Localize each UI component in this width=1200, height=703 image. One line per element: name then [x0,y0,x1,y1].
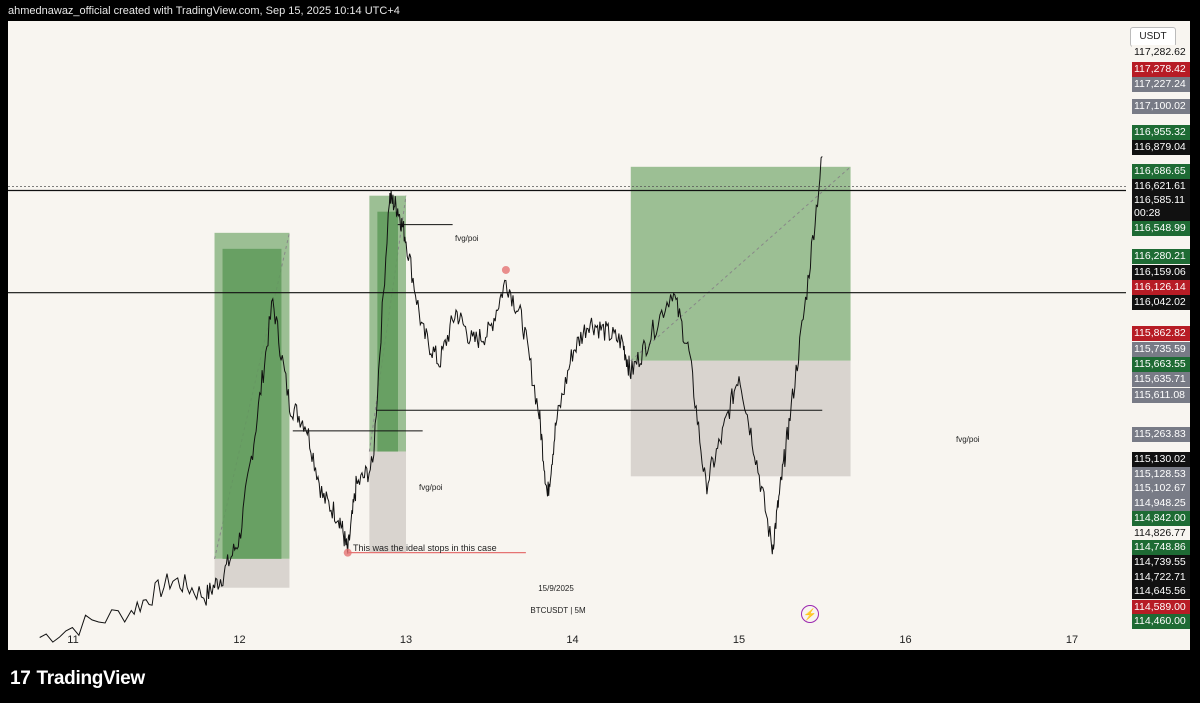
price-badge: 114,722.71 [1132,570,1190,585]
stops-note: This was the ideal stops in this case [353,543,497,553]
x-tick-label: 13 [400,634,412,646]
fvg-label-upper: fvg/poi [455,234,479,243]
price-badge: 116,548.99 [1132,221,1190,236]
price-badge: 114,948.25 [1132,496,1190,511]
price-badge: 116,686.65 [1132,164,1190,179]
price-badge: 116,126.14 [1132,280,1190,295]
x-tick-label: 17 [1066,634,1078,646]
tradingview-logo: 17 TradingView [10,668,145,690]
target-zone-fill [222,248,282,559]
price-badge: 115,862.82 [1132,326,1190,341]
chart-symbol: BTCUSDT | 5M [530,606,586,615]
position-diagonal [368,195,407,452]
price-badge: 114,739.55 [1132,555,1190,570]
chart-attribution: ahmednawaz_official created with Trading… [8,5,400,17]
x-tick-label: 16 [899,634,911,646]
fvg-label-right: fvg/poi [956,435,980,444]
price-badge: 115,130.02 [1132,452,1190,467]
stop-zone [369,451,406,553]
price-badge: 00:28 [1132,206,1190,221]
price-badge: 116,042.02 [1132,295,1190,310]
chart-date: 15/9/2025 [538,584,574,593]
price-badge: 115,735.59 [1132,342,1190,357]
position-diagonal [630,166,851,362]
price-badge: 115,102.67 [1132,481,1190,496]
price-badge: 116,621.61 [1132,179,1190,194]
price-badge: 115,263.83 [1132,427,1190,442]
price-badge: 115,635.71 [1132,372,1190,387]
price-badge: 115,663.55 [1132,357,1190,372]
price-badge: 117,100.02 [1132,99,1190,114]
price-badge: 116,159.06 [1132,265,1190,280]
price-badge: 116,585.11 [1132,193,1190,208]
tradingview-logo-mark: 17 [10,668,31,689]
price-badge: 116,879.04 [1132,140,1190,155]
target-zone-fill [377,211,398,452]
price-badge: 114,842.00 [1132,511,1190,526]
price-badge: 117,282.62 [1132,45,1190,60]
x-tick-label: 15 [733,634,745,646]
price-badge: 114,589.00 [1132,600,1190,615]
chart-plot[interactable]: 11 12 13 14 15 16 17 [8,21,1190,650]
price-badge: 115,128.53 [1132,467,1190,482]
x-tick-label: 11 [67,634,78,646]
currency-selector[interactable]: USDT [1130,27,1176,47]
price-badge: 114,460.00 [1132,614,1190,629]
price-badge: 114,826.77 [1132,526,1190,541]
stop-zone [214,558,290,588]
tradingview-logo-text: TradingView [36,668,146,689]
x-tick-label: 12 [233,634,245,646]
price-series [39,156,823,643]
price-badge: 117,278.42 [1132,62,1190,77]
swing-high-marker [501,265,510,274]
x-tick-label: 14 [566,634,578,646]
stop-zone [630,360,851,477]
fvg-label-lower: fvg/poi [419,483,443,492]
price-badge: 114,645.56 [1132,584,1190,599]
price-badge: 114,748.86 [1132,540,1190,555]
price-badge: 116,280.21 [1132,249,1190,264]
price-badge: 115,611.08 [1132,388,1190,403]
lightning-icon[interactable]: ⚡ [801,605,819,623]
price-badge: 116,955.32 [1132,125,1190,140]
price-badge: 117,227.24 [1132,77,1190,92]
